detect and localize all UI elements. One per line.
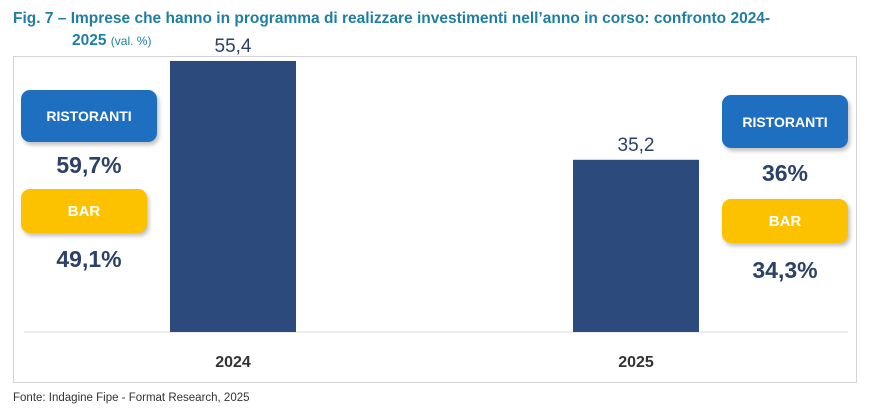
ristoranti-value-2024: 59,7% <box>56 152 122 178</box>
value-label-2025: 35,2 <box>618 135 655 156</box>
source-note: Fonte: Indagine Fipe - Format Research, … <box>13 392 250 404</box>
chart-title-line2: 2025 <box>72 32 107 49</box>
ristoranti-value-2025: 36% <box>761 160 809 186</box>
chart-unit: (val. %) <box>110 34 152 48</box>
bar-value-2024: 49,1% <box>56 246 122 272</box>
ristoranti-label-2025: RISTORANTI <box>742 113 828 130</box>
bar-badge-2025: BAR <box>722 199 848 243</box>
chart-title-line1: Fig. 7 – Imprese che hanno in programma … <box>13 10 771 27</box>
bar-label-2025: BAR <box>768 212 802 230</box>
ristoranti-label-2024: RISTORANTI <box>46 108 132 124</box>
bar-2024 <box>170 60 296 332</box>
bar-2025 <box>573 159 699 332</box>
ristoranti-badge-2025: RISTORANTI <box>722 95 848 148</box>
bar-badge-2024: BAR <box>21 189 147 233</box>
tick-label-2025: 2025 <box>618 354 654 371</box>
ristoranti-badge-2024: RISTORANTI <box>21 90 157 142</box>
bar-label-2024: BAR <box>67 202 101 220</box>
chart-title: Fig. 7 – Imprese che hanno in programma … <box>13 8 858 52</box>
value-label-2024: 55,4 <box>215 36 252 57</box>
bar-value-2025: 34,3% <box>752 257 818 283</box>
tick-label-2024: 2024 <box>215 354 251 371</box>
